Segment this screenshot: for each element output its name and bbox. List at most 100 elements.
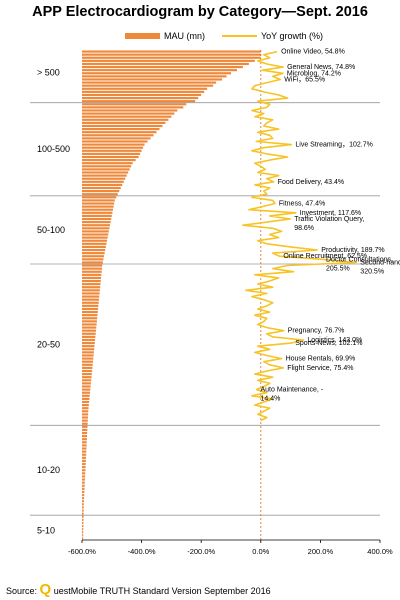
- mau-bar: [82, 56, 261, 59]
- group-label: > 500: [37, 67, 60, 77]
- legend: MAU (mn) YoY growth (%): [125, 31, 323, 41]
- x-tick-label: 200.0%: [308, 547, 334, 556]
- mau-bar: [82, 124, 163, 128]
- mau-bar: [82, 431, 88, 435]
- mau-bar: [82, 512, 84, 515]
- mau-bar: [82, 351, 94, 354]
- mau-bar: [82, 90, 205, 93]
- mau-bar: [82, 171, 129, 174]
- annotation-label: Sports News, 102.1%: [295, 340, 362, 347]
- mau-bar: [82, 109, 178, 112]
- mau-bar: [82, 239, 108, 242]
- mau-bar: [82, 360, 94, 363]
- legend-bar-swatch: [125, 33, 160, 39]
- group-label: 50-100: [37, 225, 65, 235]
- source-text: uestMobile TRUTH Standard Version Septem…: [54, 586, 271, 596]
- mau-bar: [82, 341, 95, 345]
- annotation-label: 98.6%: [294, 225, 314, 232]
- mau-bar: [82, 261, 103, 264]
- mau-bar: [82, 428, 88, 431]
- mau-bar: [82, 484, 85, 487]
- annotation-label: Food Delivery, 43.4%: [278, 179, 344, 186]
- group-labels: > 500 100-500 50-100 20-50 10-20 5-10: [37, 67, 70, 535]
- mau-bar: [82, 292, 100, 295]
- group-label: 20-50: [37, 340, 60, 350]
- mau-bar: [82, 528, 84, 531]
- mau-bar: [82, 447, 87, 450]
- mau-bar: [82, 224, 111, 227]
- group-label: 5-10: [37, 526, 55, 536]
- mau-bar: [82, 441, 87, 444]
- mau-bar: [82, 84, 214, 87]
- mau-bar: [82, 112, 175, 115]
- mau-bar: [82, 255, 105, 258]
- mau-bar: [82, 59, 255, 62]
- mau-bar: [82, 320, 97, 323]
- mau-bar: [82, 407, 89, 410]
- mau-bar: [82, 106, 184, 109]
- mau-bar: [82, 506, 84, 509]
- mau-bar: [82, 366, 93, 369]
- mau-bar: [82, 205, 114, 208]
- mau-bar: [82, 53, 261, 56]
- mau-bar: [82, 382, 91, 385]
- mau-bar: [82, 304, 99, 307]
- mau-bar: [82, 186, 121, 190]
- mau-bar: [82, 348, 95, 351]
- annotation-label: 205.5%: [326, 265, 350, 272]
- mau-bar: [82, 115, 172, 118]
- mau-bar: [82, 400, 90, 404]
- mau-bar: [82, 236, 108, 239]
- annotation-label: Productivity, 189.7%: [321, 247, 384, 254]
- annotation-label: WiFi，65.5%: [284, 77, 325, 84]
- mau-bar: [82, 487, 85, 490]
- mau-bar: [82, 410, 89, 413]
- mau-bar: [82, 521, 84, 525]
- annotation-label: 320.5%: [360, 268, 384, 275]
- mau-bar: [82, 162, 133, 165]
- mau-bar: [82, 134, 154, 137]
- mau-bar: [82, 490, 85, 494]
- x-axis: -600.0% -400.0% -200.0% 0.0% 200.0% 400.0%: [68, 539, 393, 556]
- annotation-label: Second-hand Trading,: [360, 259, 400, 266]
- mau-bar: [82, 214, 112, 217]
- mau-bar: [82, 286, 101, 289]
- mau-bar: [82, 211, 113, 214]
- mau-bar: [82, 193, 118, 196]
- mau-bar: [82, 404, 89, 407]
- mau-bar: [82, 524, 84, 528]
- mau-bar: [82, 289, 100, 292]
- mau-bar: [82, 69, 237, 72]
- mau-bar: [82, 242, 107, 245]
- mau-bar: [82, 323, 97, 326]
- mau-bar: [82, 478, 85, 481]
- mau-bar: [82, 475, 86, 478]
- mau-bar: [82, 515, 84, 518]
- bars-layer: [82, 50, 261, 540]
- annotation-label: 14.4%: [261, 396, 281, 403]
- svg-text:Source: Q uestMob: Source: Q uestMobile TRUTH Standard Vers…: [6, 581, 271, 598]
- mau-bar: [82, 438, 87, 441]
- mau-bar: [82, 202, 115, 205]
- mau-bar: [82, 472, 86, 475]
- mau-bar: [82, 469, 86, 472]
- mau-bar: [82, 121, 166, 124]
- annotation-label: Live Streaming，102.7%: [295, 142, 372, 149]
- mau-bar: [82, 96, 199, 100]
- x-tick-label: -200.0%: [187, 547, 215, 556]
- mau-bar: [82, 354, 94, 357]
- mau-bar: [82, 283, 101, 286]
- mau-bar: [82, 388, 91, 391]
- annotation-label: Online Recruitment, 62.5%: [283, 253, 367, 260]
- mau-bar: [82, 416, 88, 419]
- mau-bar: [82, 456, 87, 459]
- mau-bar: [82, 518, 84, 521]
- mau-bar: [82, 413, 89, 416]
- mau-bar: [82, 534, 84, 537]
- mau-bar: [82, 62, 249, 66]
- mau-bar: [82, 509, 84, 512]
- x-tick-label: 400.0%: [367, 547, 393, 556]
- mau-bar: [82, 217, 112, 221]
